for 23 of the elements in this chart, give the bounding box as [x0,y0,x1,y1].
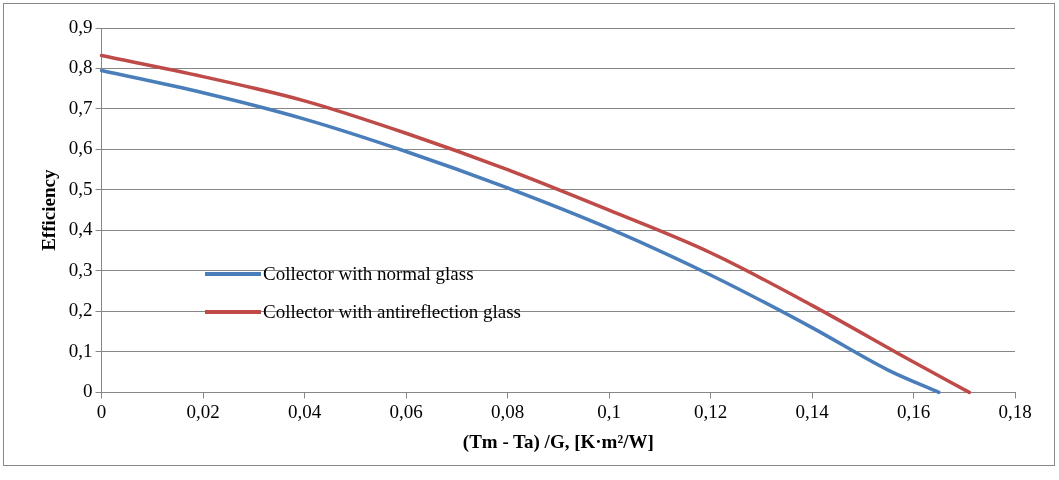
legend-label: Collector with antireflection glass [263,301,522,323]
y-tick-label: 0,6 [68,137,93,159]
y-tick-label: 0,9 [68,15,93,37]
y-tick-label: 0,3 [68,258,93,280]
y-tick-label: 0,5 [68,177,93,199]
x-tick-label: 0,14 [795,400,830,422]
x-tick-label: 0,12 [693,400,728,422]
legend-label: Collector with normal glass [263,263,474,285]
y-tick-label: 0,1 [68,339,93,361]
x-axis-title: (Tm - Ta) /G, [K·m²/W] [462,430,654,453]
x-tick-label: 0,06 [389,400,423,422]
y-tick-label: 0,8 [68,56,93,78]
y-axis-title: Efficiency [38,169,60,251]
x-tick-label: 0,1 [597,400,621,422]
x-tick-label: 0,16 [896,400,931,422]
y-tick-label: 0,7 [68,96,93,118]
x-tick-label: 0,02 [186,400,220,422]
y-tick-label: 0,4 [68,218,94,240]
x-tick-label: 0,18 [998,400,1032,422]
y-tick-label: 0 [83,380,93,402]
x-tick-label: 0,04 [287,400,322,422]
y-tick-label: 0,2 [68,299,93,321]
x-tick-label: 0,08 [490,400,525,422]
